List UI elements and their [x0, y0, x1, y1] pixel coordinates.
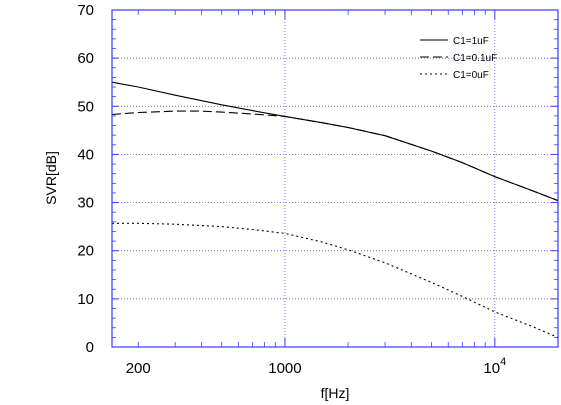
- y-tick-label: 10: [77, 291, 94, 308]
- y-tick-label: 20: [77, 243, 94, 260]
- x-tick-label-base: 10: [483, 360, 500, 377]
- y-tick-label: 0: [86, 339, 94, 356]
- x-tick-label: 200: [126, 360, 151, 377]
- x-tick-labels: 200 1000 104: [126, 356, 507, 377]
- y-axis-title: SVR[dB]: [43, 151, 59, 205]
- series-line-1: [111, 110, 559, 202]
- legend-label-2: C1=0uF: [453, 70, 489, 81]
- y-tick-label: 50: [77, 98, 94, 115]
- plot-frame: [111, 9, 559, 348]
- legend: C1=1uF C1=0.1uF C1=0uF: [420, 36, 497, 81]
- y-tick-label: 70: [77, 2, 94, 19]
- x-tick-label-base: 200: [126, 360, 151, 377]
- y-tick-label: 30: [77, 195, 94, 212]
- x-tick-label: 1000: [268, 360, 301, 377]
- plot-background: [112, 10, 558, 347]
- series-line-2: [112, 222, 559, 338]
- y-tick-labels: 0 10 20 30 40 50 60 70: [77, 2, 94, 356]
- x-tick-label-exponent: 4: [500, 356, 506, 368]
- legend-label-1: C1=0.1uF: [453, 53, 497, 64]
- grid: [112, 10, 558, 347]
- x-tick-label: 104: [483, 356, 506, 377]
- legend-label-0: C1=1uF: [453, 36, 489, 47]
- x-tick-label-base: 1000: [268, 360, 301, 377]
- x-axis-title: f[Hz]: [321, 385, 350, 401]
- y-tick-label: 40: [77, 146, 94, 163]
- series-layer: [111, 81, 559, 338]
- y-tick-label: 60: [77, 50, 94, 67]
